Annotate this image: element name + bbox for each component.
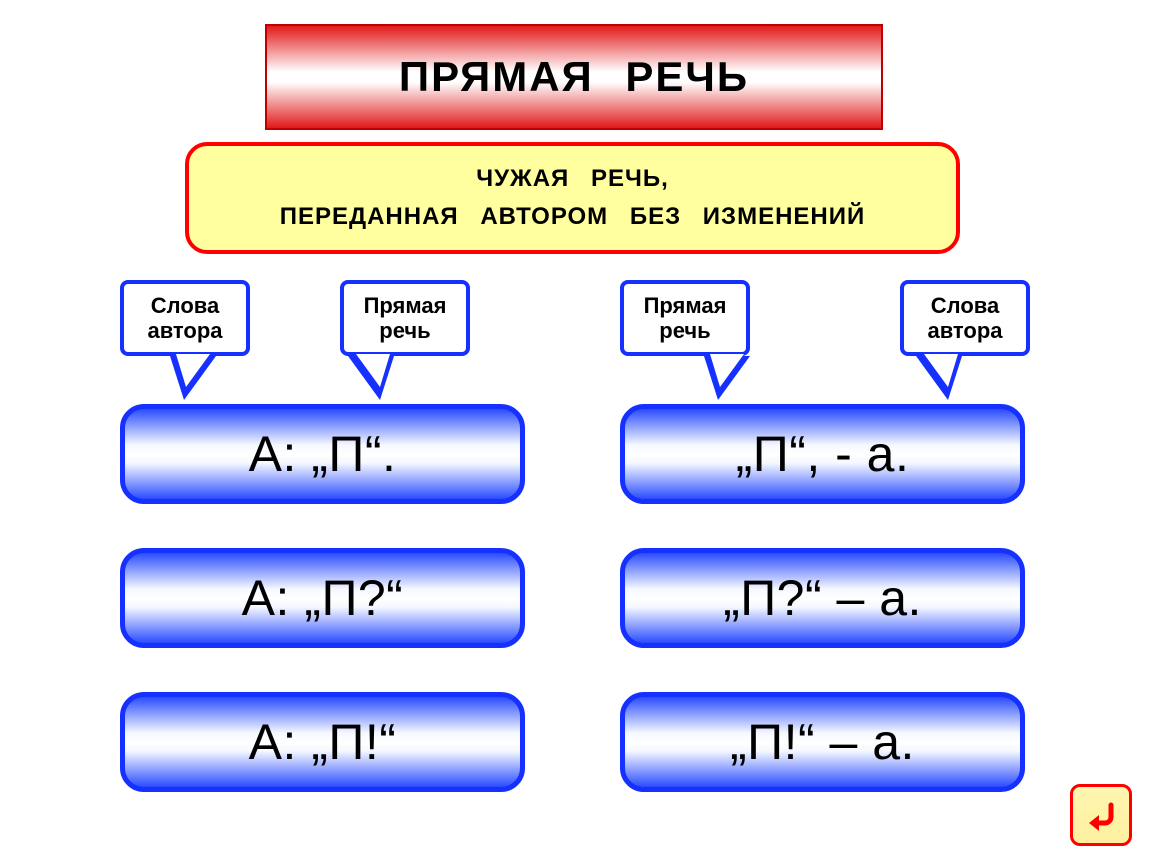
callout-label: Слова	[151, 293, 219, 318]
subtitle-box: ЧУЖАЯ РЕЧЬ, ПЕРЕДАННАЯ АВТОРОМ БЕЗ ИЗМЕН…	[185, 142, 960, 254]
callout-right-author: Слова автора	[900, 280, 1030, 356]
callout-label: речь	[379, 318, 430, 343]
callout-label: автора	[147, 318, 222, 343]
back-button[interactable]	[1070, 784, 1132, 846]
pattern-text: „П!“ – а.	[730, 713, 915, 771]
pattern-right-2: „П?“ – а.	[620, 548, 1025, 648]
callout-right-speech: Прямая речь	[620, 280, 750, 356]
pattern-text: А: „П“.	[249, 425, 397, 483]
return-arrow-icon	[1081, 795, 1121, 835]
pattern-left-2: А: „П?“	[120, 548, 525, 648]
subtitle-line-2: ПЕРЕДАННАЯ АВТОРОМ БЕЗ ИЗМЕНЕНИЙ	[280, 198, 866, 236]
callout-label: автора	[927, 318, 1002, 343]
pattern-left-1: А: „П“.	[120, 404, 525, 504]
callout-label: речь	[659, 318, 710, 343]
pattern-text: А: „П?“	[242, 569, 404, 627]
title-text: ПРЯМАЯ РЕЧЬ	[399, 53, 749, 101]
callout-label: Прямая	[364, 293, 447, 318]
title-bar: ПРЯМАЯ РЕЧЬ	[265, 24, 883, 130]
pattern-text: А: „П!“	[249, 713, 397, 771]
pattern-left-3: А: „П!“	[120, 692, 525, 792]
pattern-text: „П“, - а.	[736, 425, 910, 483]
pattern-right-1: „П“, - а.	[620, 404, 1025, 504]
pattern-text: „П?“ – а.	[723, 569, 922, 627]
callout-label: Прямая	[644, 293, 727, 318]
callout-left-author: Слова автора	[120, 280, 250, 356]
callout-left-speech: Прямая речь	[340, 280, 470, 356]
callout-label: Слова	[931, 293, 999, 318]
pattern-right-3: „П!“ – а.	[620, 692, 1025, 792]
subtitle-line-1: ЧУЖАЯ РЕЧЬ,	[476, 160, 669, 198]
